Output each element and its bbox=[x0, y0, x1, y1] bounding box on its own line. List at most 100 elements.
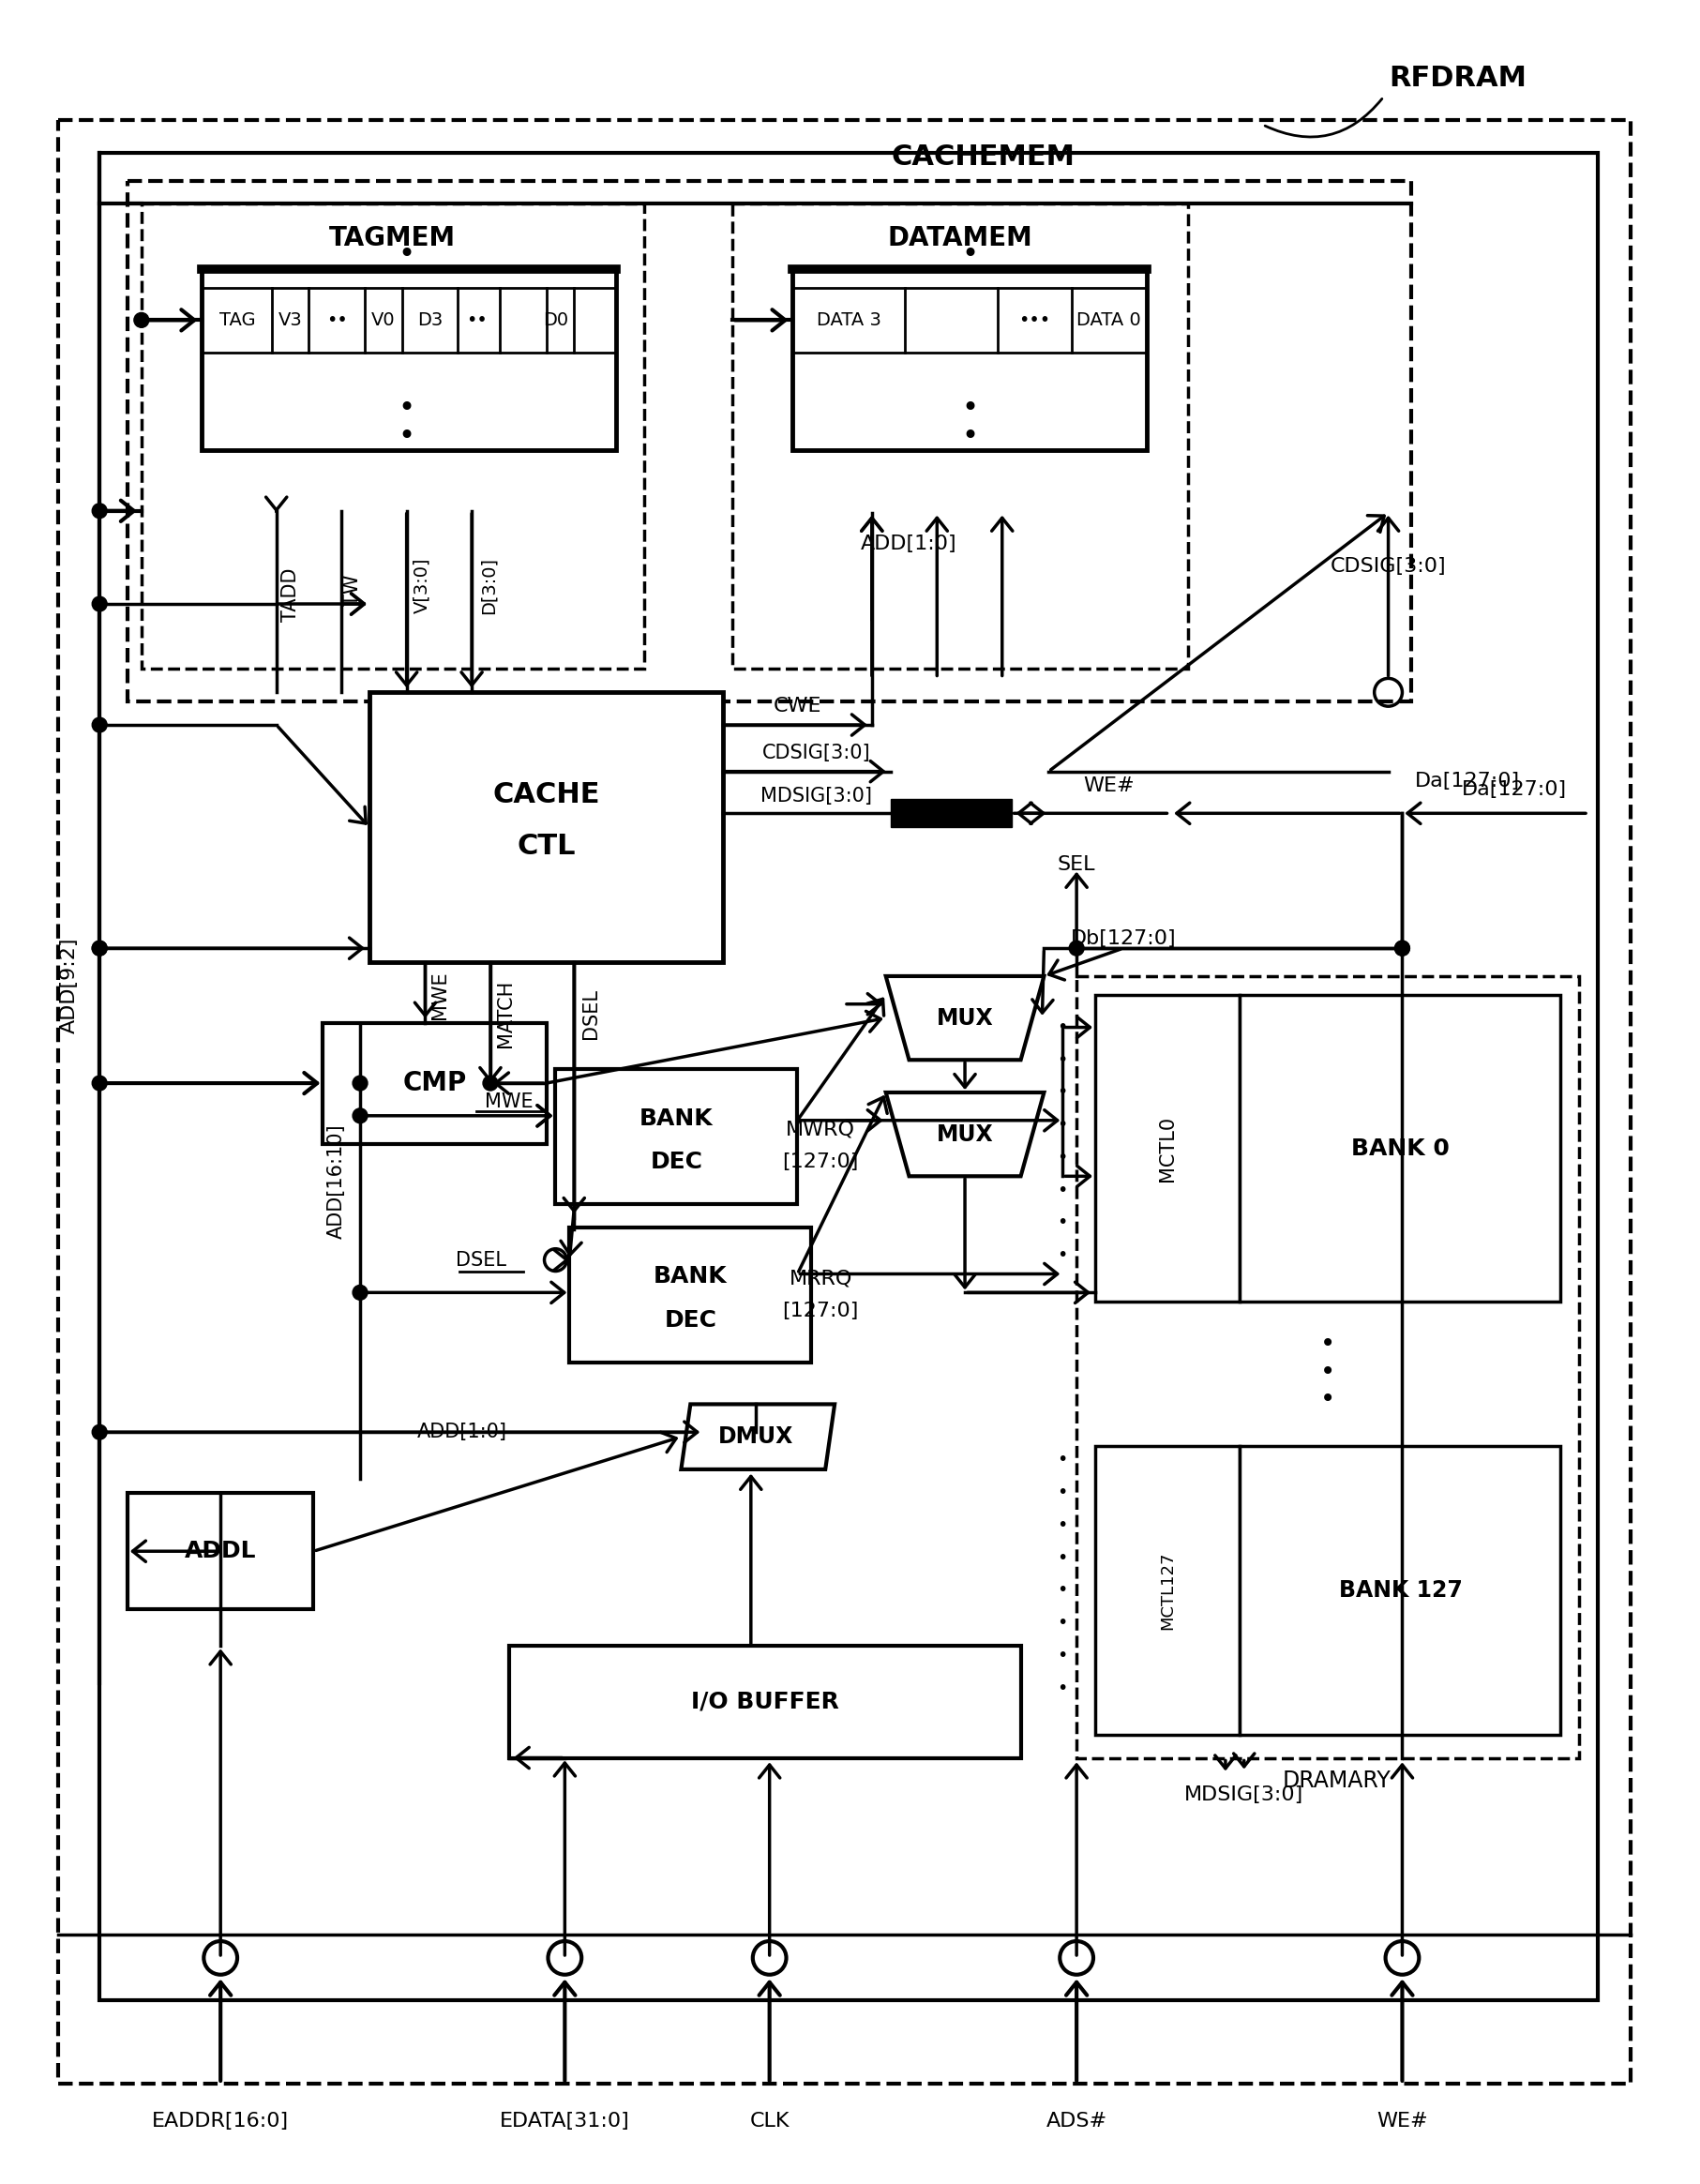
Text: TADD: TADD bbox=[281, 568, 299, 622]
Text: •: • bbox=[1057, 1116, 1068, 1133]
Text: •: • bbox=[1057, 1051, 1068, 1068]
Text: V[3:0]: V[3:0] bbox=[413, 557, 430, 614]
Circle shape bbox=[483, 1077, 498, 1090]
Text: CDSIG[3:0]: CDSIG[3:0] bbox=[762, 743, 870, 762]
Text: •: • bbox=[1057, 1182, 1068, 1199]
Text: MCTL0: MCTL0 bbox=[1158, 1116, 1176, 1182]
Text: ADDL: ADDL bbox=[185, 1540, 257, 1562]
Text: DATA 3: DATA 3 bbox=[816, 310, 881, 330]
Bar bbox=[891, 799, 1011, 828]
Bar bbox=[369, 692, 722, 963]
Text: DSEL: DSEL bbox=[581, 987, 600, 1040]
Text: EADDR[16:0]: EADDR[16:0] bbox=[151, 2112, 289, 2129]
Text: DMUX: DMUX bbox=[717, 1426, 794, 1448]
Text: SEL: SEL bbox=[1057, 856, 1095, 874]
Circle shape bbox=[1069, 941, 1085, 957]
Text: DATAMEM: DATAMEM bbox=[887, 225, 1034, 251]
Text: TAG: TAG bbox=[219, 310, 255, 330]
Circle shape bbox=[92, 505, 107, 518]
Text: ADD[1:0]: ADD[1:0] bbox=[860, 535, 957, 553]
Text: CACHE: CACHE bbox=[493, 782, 600, 808]
FancyArrowPatch shape bbox=[1265, 98, 1382, 138]
Text: DATA 0: DATA 0 bbox=[1076, 310, 1141, 330]
Text: TW: TW bbox=[343, 574, 362, 605]
Text: BANK: BANK bbox=[653, 1265, 728, 1289]
Text: MWE: MWE bbox=[430, 970, 449, 1020]
Bar bbox=[508, 1647, 1020, 1758]
Text: MATCH: MATCH bbox=[496, 978, 515, 1048]
Bar bbox=[1095, 994, 1239, 1302]
Text: DEC: DEC bbox=[665, 1308, 717, 1332]
Text: •: • bbox=[960, 395, 977, 422]
Text: [127:0]: [127:0] bbox=[782, 1153, 858, 1171]
Text: D0: D0 bbox=[542, 310, 568, 330]
Text: ••: •• bbox=[466, 310, 488, 330]
Bar bbox=[100, 153, 1598, 2001]
Text: •: • bbox=[1321, 1358, 1336, 1385]
Text: WE#: WE# bbox=[1083, 775, 1136, 795]
Text: •: • bbox=[398, 242, 415, 269]
Bar bbox=[556, 1070, 797, 1203]
Text: MRRQ: MRRQ bbox=[789, 1269, 852, 1289]
Circle shape bbox=[92, 941, 107, 957]
Text: EDATA[31:0]: EDATA[31:0] bbox=[500, 2112, 631, 2129]
Text: •: • bbox=[398, 395, 415, 422]
Text: •: • bbox=[1057, 1516, 1068, 1533]
Bar bbox=[1095, 1446, 1239, 1734]
Text: Db[127:0]: Db[127:0] bbox=[1071, 930, 1176, 948]
Text: •: • bbox=[1321, 1387, 1336, 1413]
Text: MUX: MUX bbox=[937, 1123, 993, 1147]
Text: •: • bbox=[398, 424, 415, 450]
Bar bbox=[127, 181, 1411, 701]
Text: MDSIG[3:0]: MDSIG[3:0] bbox=[1185, 1787, 1304, 1804]
Text: •: • bbox=[1057, 1679, 1068, 1697]
Bar bbox=[570, 1227, 811, 1363]
Text: •: • bbox=[1057, 1247, 1068, 1265]
Text: CTL: CTL bbox=[517, 832, 576, 860]
Circle shape bbox=[92, 596, 107, 612]
Text: CACHEMEM: CACHEMEM bbox=[891, 144, 1076, 170]
Text: CWE: CWE bbox=[774, 697, 821, 716]
Text: •: • bbox=[1057, 1018, 1068, 1035]
Text: BANK 0: BANK 0 bbox=[1352, 1138, 1450, 1160]
Text: ADD[16:10]: ADD[16:10] bbox=[328, 1123, 347, 1238]
FancyArrowPatch shape bbox=[818, 166, 908, 190]
Text: •: • bbox=[1057, 1450, 1068, 1470]
Circle shape bbox=[92, 941, 107, 957]
Bar bbox=[141, 203, 644, 668]
Text: Da[127:0]: Da[127:0] bbox=[1414, 771, 1520, 791]
Text: MUX: MUX bbox=[937, 1007, 993, 1029]
Text: ADD[1:0]: ADD[1:0] bbox=[418, 1422, 508, 1441]
Text: MDSIG[3:0]: MDSIG[3:0] bbox=[760, 786, 872, 806]
Text: DSEL: DSEL bbox=[456, 1251, 507, 1269]
Circle shape bbox=[1394, 941, 1409, 957]
Text: CLK: CLK bbox=[750, 2112, 789, 2129]
Text: •: • bbox=[1057, 1647, 1068, 1664]
Bar bbox=[1076, 976, 1579, 1758]
Bar bbox=[323, 1022, 546, 1144]
Text: RFDRAM: RFDRAM bbox=[1389, 66, 1527, 92]
Polygon shape bbox=[682, 1404, 835, 1470]
Text: •: • bbox=[1057, 1149, 1068, 1166]
Text: ADD[9:2]: ADD[9:2] bbox=[60, 937, 78, 1033]
Text: CDSIG[3:0]: CDSIG[3:0] bbox=[1331, 557, 1447, 577]
Circle shape bbox=[352, 1077, 367, 1090]
Bar bbox=[733, 203, 1188, 668]
Circle shape bbox=[92, 719, 107, 732]
Text: •: • bbox=[1057, 1214, 1068, 1232]
Text: D3: D3 bbox=[416, 310, 442, 330]
Text: CMP: CMP bbox=[403, 1070, 466, 1096]
Text: D[3:0]: D[3:0] bbox=[479, 557, 498, 614]
Text: MWE: MWE bbox=[484, 1092, 534, 1112]
Text: [127:0]: [127:0] bbox=[782, 1302, 858, 1321]
Bar bbox=[792, 269, 1146, 450]
Circle shape bbox=[92, 1424, 107, 1439]
Text: •: • bbox=[1321, 1330, 1336, 1356]
Text: •: • bbox=[1057, 1548, 1068, 1566]
Text: •: • bbox=[960, 242, 977, 269]
Bar bbox=[1239, 1446, 1561, 1734]
Text: •: • bbox=[1057, 1083, 1068, 1101]
Text: •••: ••• bbox=[1018, 310, 1051, 330]
Text: •: • bbox=[1057, 1581, 1068, 1599]
Bar bbox=[202, 269, 615, 450]
